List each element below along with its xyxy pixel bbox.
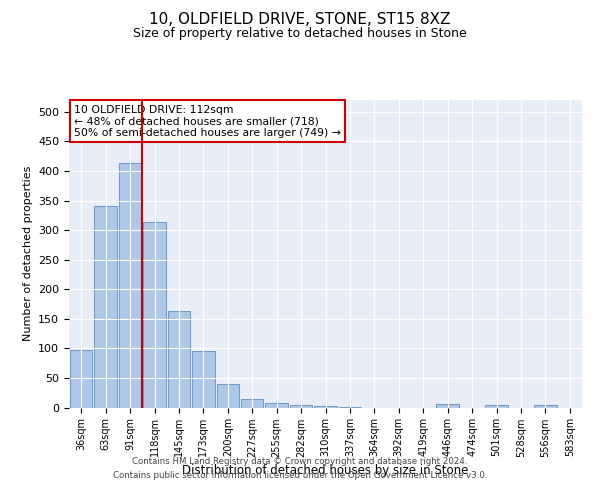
- Bar: [436, 404, 459, 407]
- Bar: [534, 405, 557, 407]
- Bar: [143, 222, 166, 408]
- Bar: [338, 407, 361, 408]
- Bar: [314, 406, 337, 407]
- Bar: [192, 352, 215, 408]
- Bar: [485, 404, 508, 407]
- Y-axis label: Number of detached properties: Number of detached properties: [23, 166, 32, 342]
- Text: Size of property relative to detached houses in Stone: Size of property relative to detached ho…: [133, 28, 467, 40]
- Bar: [241, 398, 263, 407]
- Text: 10, OLDFIELD DRIVE, STONE, ST15 8XZ: 10, OLDFIELD DRIVE, STONE, ST15 8XZ: [149, 12, 451, 28]
- Text: Contains HM Land Registry data © Crown copyright and database right 2024.: Contains HM Land Registry data © Crown c…: [132, 458, 468, 466]
- X-axis label: Distribution of detached houses by size in Stone: Distribution of detached houses by size …: [182, 464, 469, 476]
- Bar: [290, 405, 313, 407]
- Bar: [265, 403, 288, 407]
- Bar: [167, 311, 190, 408]
- Bar: [94, 206, 117, 408]
- Bar: [70, 350, 92, 408]
- Bar: [119, 164, 142, 408]
- Bar: [217, 384, 239, 407]
- Text: 10 OLDFIELD DRIVE: 112sqm
← 48% of detached houses are smaller (718)
50% of semi: 10 OLDFIELD DRIVE: 112sqm ← 48% of detac…: [74, 104, 341, 138]
- Text: Contains public sector information licensed under the Open Government Licence v3: Contains public sector information licen…: [113, 471, 487, 480]
